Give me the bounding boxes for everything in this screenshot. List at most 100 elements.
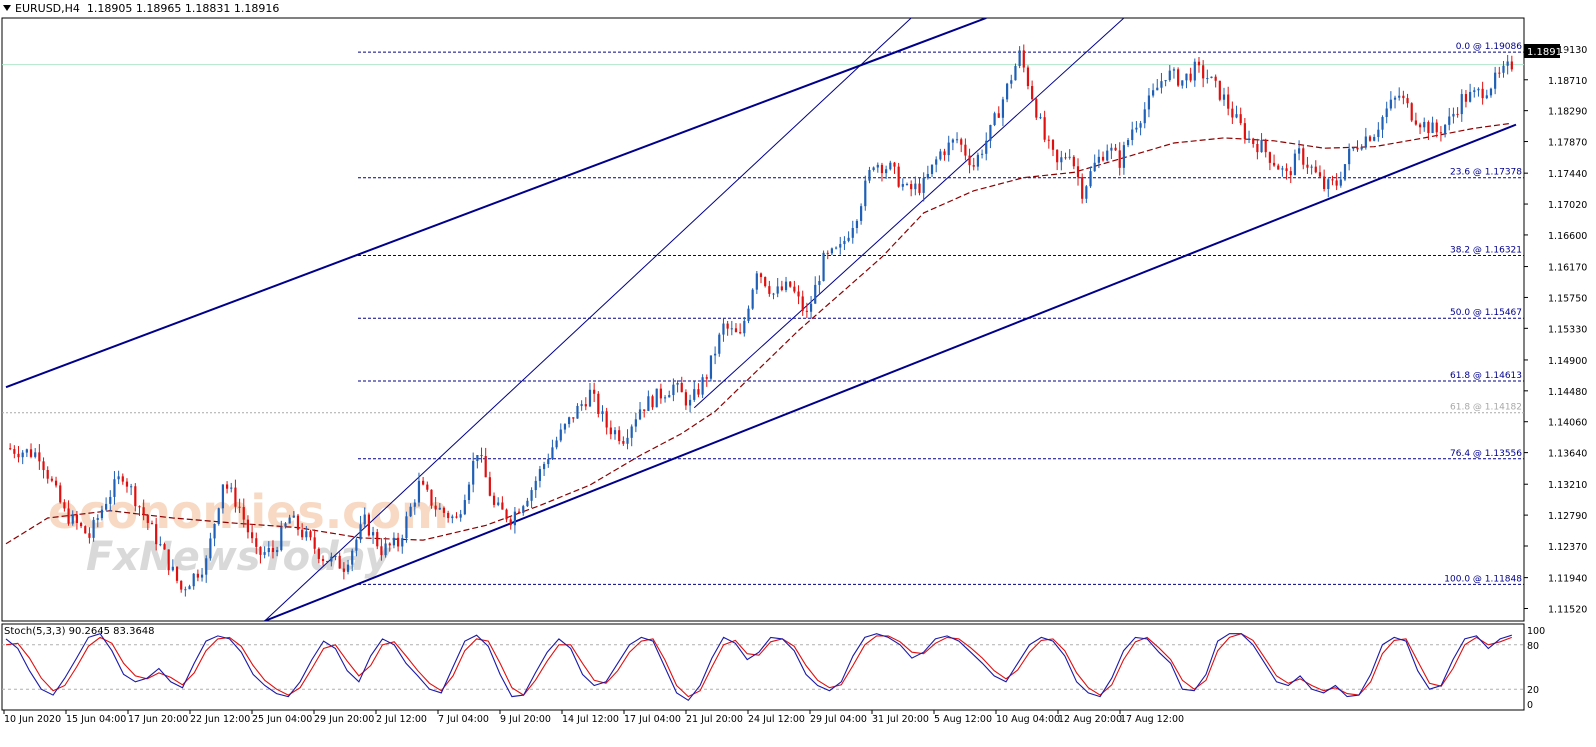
trendline-outer-lower <box>264 123 1517 621</box>
candle-body <box>1235 114 1238 118</box>
y-tick-label: 1.14060 <box>1548 418 1587 429</box>
candle-body <box>547 459 550 465</box>
candle-body <box>200 574 204 578</box>
candle-body <box>180 580 183 590</box>
candle-body <box>288 517 291 524</box>
candle-body <box>1381 117 1384 130</box>
candle-body <box>1043 117 1046 140</box>
candle-body <box>897 166 900 187</box>
dropdown-triangle-icon[interactable] <box>3 5 11 11</box>
candle-body <box>1177 69 1180 86</box>
candle-body <box>513 511 516 526</box>
candle-body <box>793 286 796 292</box>
y-tick-label: 1.13210 <box>1548 480 1587 491</box>
candle-body <box>1343 164 1347 180</box>
price-tag: 1.18916 <box>1527 47 1568 58</box>
candle-body <box>1126 139 1130 146</box>
fib-label: 100.0 @ 1.11848 <box>1444 574 1522 584</box>
candle-body <box>609 427 612 435</box>
candle-body <box>893 162 896 167</box>
candle-body <box>910 184 913 190</box>
candle-body <box>1443 124 1447 134</box>
candle-body <box>1197 61 1201 66</box>
candle-body <box>818 280 821 285</box>
candle-body <box>1089 171 1092 187</box>
candle-body <box>1352 147 1355 149</box>
candle-body <box>588 389 592 407</box>
candle-body <box>876 164 879 168</box>
candle-body <box>1364 136 1367 148</box>
candle-body <box>901 184 904 187</box>
candle-body <box>321 558 325 562</box>
candle-body <box>392 537 396 546</box>
trendline-inner-upper <box>264 18 912 621</box>
candle-body <box>880 164 884 174</box>
candle-body <box>930 164 934 174</box>
candle-body <box>9 448 12 450</box>
candle-body <box>267 548 270 553</box>
candle-body <box>1202 65 1205 79</box>
candle-body <box>663 397 667 399</box>
candle-body <box>1051 140 1055 150</box>
candle-body <box>67 508 70 524</box>
x-tick-label: 31 Jul 20:00 <box>872 714 929 725</box>
x-tick-label: 29 Jun 20:00 <box>314 714 374 725</box>
candle-body <box>718 334 721 354</box>
candle-body <box>1026 67 1030 87</box>
trendlines <box>5 18 1517 621</box>
candle-body <box>1147 95 1151 110</box>
candle-body <box>597 393 600 414</box>
candle-body <box>1277 165 1280 170</box>
candle-body <box>697 389 700 395</box>
y-tick-label: 1.15750 <box>1548 293 1587 304</box>
candle-body <box>1064 157 1067 159</box>
candle-body <box>1101 156 1105 161</box>
candle-body <box>1414 120 1417 125</box>
moving-average <box>5 122 1512 545</box>
candle-body <box>79 523 83 527</box>
candle-body <box>1035 99 1038 118</box>
candle-body <box>1243 123 1246 139</box>
candle-body <box>388 543 391 546</box>
candle-body <box>1068 156 1071 158</box>
x-tick-label: 29 Jul 04:00 <box>810 714 867 725</box>
candle-body <box>217 508 220 525</box>
candle-body <box>359 524 362 540</box>
candle-body <box>972 165 975 167</box>
candle-body <box>225 484 229 489</box>
candle-body <box>409 506 412 517</box>
candle-body <box>1256 143 1259 153</box>
candle-body <box>568 417 571 425</box>
candle-body <box>380 546 383 556</box>
candle-body <box>855 220 859 228</box>
candle-body <box>1402 95 1405 99</box>
candle-body <box>246 519 250 533</box>
candle-body <box>997 113 1000 118</box>
candle-body <box>1118 150 1121 168</box>
candle-body <box>1231 108 1234 118</box>
x-tick-label: 10 Aug 04:00 <box>996 714 1060 725</box>
candle-body <box>839 244 842 248</box>
candle-body <box>330 556 333 562</box>
candle-body <box>442 507 446 513</box>
candle-body <box>1331 179 1334 181</box>
x-tick-label: 22 Jun 12:00 <box>190 714 250 725</box>
candle-body <box>572 417 575 419</box>
candle-body <box>1464 94 1468 102</box>
y-tick-label: 1.12790 <box>1548 511 1587 522</box>
candle-body <box>680 383 683 393</box>
candle-body <box>1502 65 1505 73</box>
x-tick-label: 17 Jul 04:00 <box>624 714 681 725</box>
candle-body <box>472 461 475 485</box>
x-tick-label: 24 Jul 12:00 <box>748 714 805 725</box>
candle-body <box>1272 162 1276 166</box>
candle-body <box>1172 69 1176 71</box>
candle-body <box>1268 152 1271 163</box>
candle-body <box>1406 98 1409 104</box>
candle-body <box>734 328 738 333</box>
candle-body <box>155 524 158 545</box>
candle-body <box>1001 99 1005 118</box>
candle-body <box>955 139 959 141</box>
